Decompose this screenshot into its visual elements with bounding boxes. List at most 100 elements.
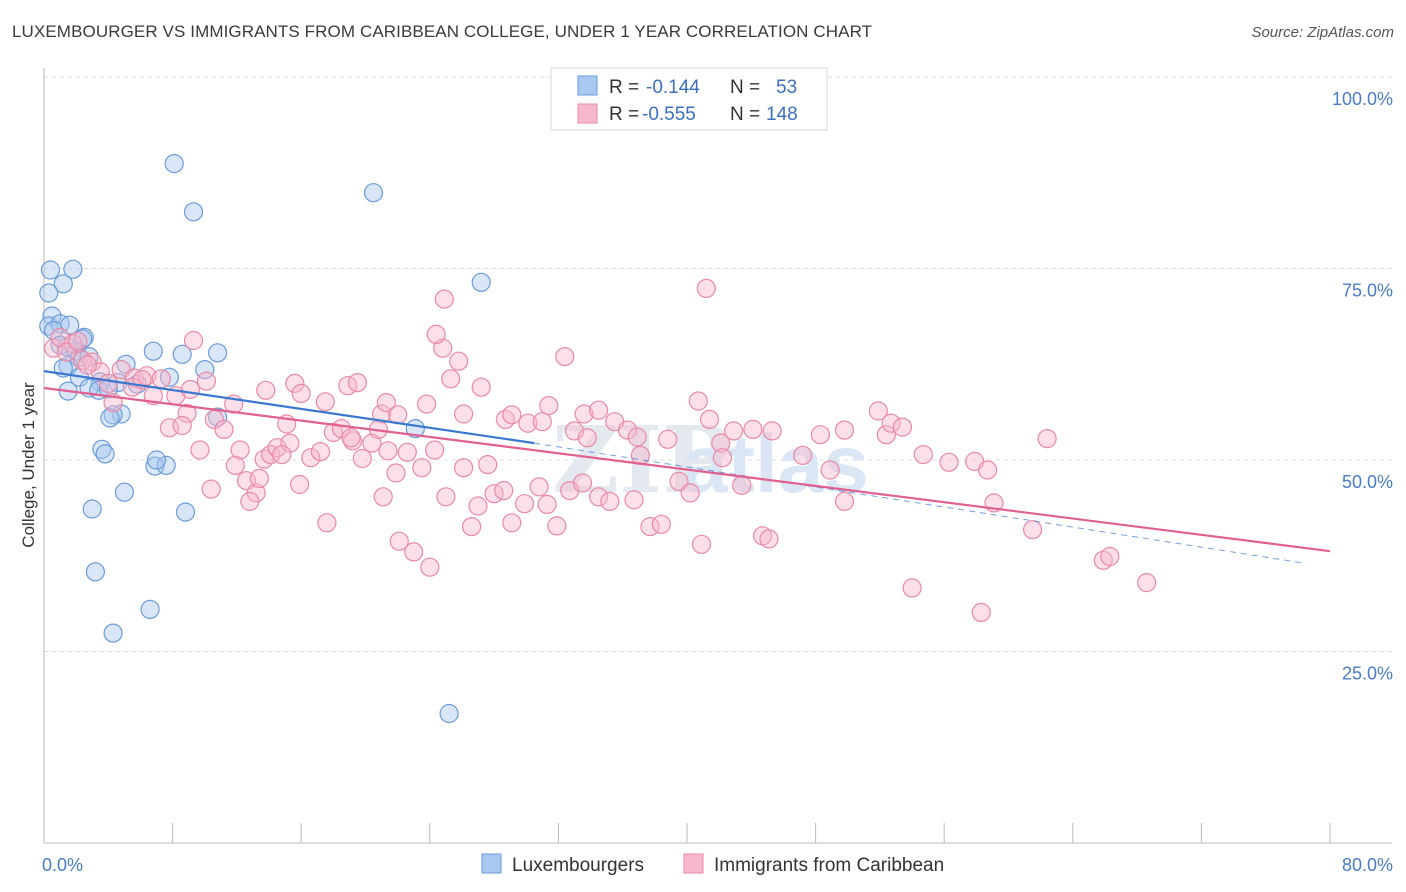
point-caribbean-141 (454, 404, 474, 424)
point-luxembourgers-22 (208, 343, 228, 363)
point-caribbean-16 (315, 392, 335, 412)
y-tick-label-1: 50.0% (1342, 472, 1393, 492)
point-caribbean-140 (172, 415, 192, 436)
bottom-legend-label-luxembourgers: Luxembourgers (512, 855, 644, 876)
series-caribbean-points (43, 278, 1157, 623)
point-caribbean-45 (723, 421, 744, 441)
trend-line-0 (43, 370, 535, 445)
point-caribbean-43 (699, 409, 720, 429)
point-caribbean-77 (190, 440, 210, 460)
point-caribbean-69 (68, 331, 88, 351)
point-caribbean-127 (834, 491, 855, 511)
point-caribbean-12 (196, 371, 216, 391)
point-caribbean-28 (471, 377, 491, 397)
point-caribbean-119 (669, 471, 689, 491)
point-caribbean-35 (574, 404, 594, 424)
y-tick-label-2: 75.0% (1342, 281, 1393, 301)
legend-swatch-luxembourgers (577, 75, 598, 96)
point-caribbean-122 (712, 448, 733, 468)
bottom-legend-label-caribbean: Immigrants from Caribbean (714, 855, 944, 876)
point-caribbean-62 (971, 602, 991, 623)
point-luxembourgers-4 (164, 154, 184, 174)
source-label: Source: ZipAtlas.com (1251, 24, 1394, 41)
point-luxembourgers-44 (114, 482, 135, 502)
y-tick-labels: 25.0% 50.0% 75.0% 100.0% (1332, 89, 1393, 684)
point-caribbean-31 (518, 413, 538, 433)
point-caribbean-46 (743, 419, 763, 439)
point-caribbean-116 (624, 490, 644, 510)
point-caribbean-146 (249, 468, 269, 488)
point-caribbean-95 (378, 441, 398, 461)
point-caribbean-49 (810, 425, 831, 445)
point-caribbean-53 (881, 413, 901, 433)
point-caribbean-114 (588, 487, 609, 507)
point-caribbean-85 (267, 438, 287, 458)
point-caribbean-88 (301, 448, 321, 468)
point-caribbean-111 (547, 516, 567, 536)
point-caribbean-20 (376, 393, 396, 413)
point-luxembourgers-2 (53, 274, 73, 294)
point-caribbean-66 (1100, 546, 1120, 567)
point-caribbean-118 (651, 514, 671, 534)
point-caribbean-87 (290, 474, 310, 495)
point-caribbean-110 (537, 494, 557, 514)
point-caribbean-108 (514, 494, 535, 514)
point-caribbean-54 (892, 417, 913, 437)
point-caribbean-121 (691, 534, 712, 554)
point-caribbean-99 (425, 440, 445, 460)
point-caribbean-60 (696, 278, 716, 298)
axes (43, 68, 1392, 844)
point-caribbean-131 (341, 428, 361, 448)
point-caribbean-120 (680, 483, 700, 503)
point-caribbean-97 (397, 442, 417, 462)
point-caribbean-144 (532, 412, 552, 432)
point-caribbean-24 (426, 324, 446, 344)
point-luxembourgers-30 (159, 367, 179, 387)
point-caribbean-132 (373, 487, 393, 507)
point-luxembourgers-43 (156, 455, 176, 475)
bottom-legend: Luxembourgers Immigrants from Caribbean (481, 853, 944, 876)
point-caribbean-58 (977, 460, 998, 480)
point-caribbean-42 (688, 391, 708, 411)
point-caribbean-143 (201, 479, 221, 499)
point-luxembourgers-46 (175, 502, 196, 522)
point-caribbean-47 (762, 421, 782, 441)
point-caribbean-128 (225, 455, 245, 475)
point-caribbean-26 (449, 351, 469, 371)
point-caribbean-96 (386, 463, 406, 483)
grid-lines (44, 76, 1392, 652)
point-caribbean-51 (868, 401, 888, 421)
legend-n-label-0: N = (730, 77, 760, 98)
point-caribbean-115 (600, 491, 620, 511)
point-caribbean-100 (436, 487, 456, 507)
point-luxembourgers-50 (439, 703, 459, 724)
point-luxembourgers-37 (100, 408, 120, 428)
point-caribbean-117 (640, 516, 660, 537)
point-caribbean-92 (343, 431, 363, 451)
bottom-legend-swatch-luxembourgers (481, 853, 502, 874)
point-caribbean-102 (462, 516, 482, 537)
point-caribbean-109 (529, 477, 549, 497)
point-caribbean-107 (502, 513, 522, 533)
point-caribbean-145 (577, 428, 597, 448)
y-tick-label-0: 25.0% (1342, 664, 1393, 684)
point-luxembourgers-20 (143, 341, 163, 361)
legend-n-label-1: N = (730, 104, 760, 125)
point-caribbean-59 (1037, 429, 1057, 449)
point-caribbean-93 (352, 448, 372, 469)
point-caribbean-38 (617, 420, 638, 440)
point-caribbean-14 (256, 380, 276, 400)
point-luxembourgers-47 (85, 562, 106, 582)
bottom-legend-swatch-caribbean (683, 853, 704, 874)
x-tick-label-1: 80.0% (1342, 855, 1393, 875)
point-caribbean-39 (627, 427, 647, 447)
point-caribbean-113 (572, 473, 593, 493)
point-caribbean-79 (214, 419, 234, 439)
point-caribbean-11 (180, 379, 200, 400)
point-luxembourgers-41 (95, 444, 115, 464)
point-caribbean-104 (478, 455, 498, 475)
point-caribbean-86 (280, 433, 300, 453)
point-caribbean-134 (404, 542, 424, 562)
point-caribbean-25 (441, 369, 461, 389)
